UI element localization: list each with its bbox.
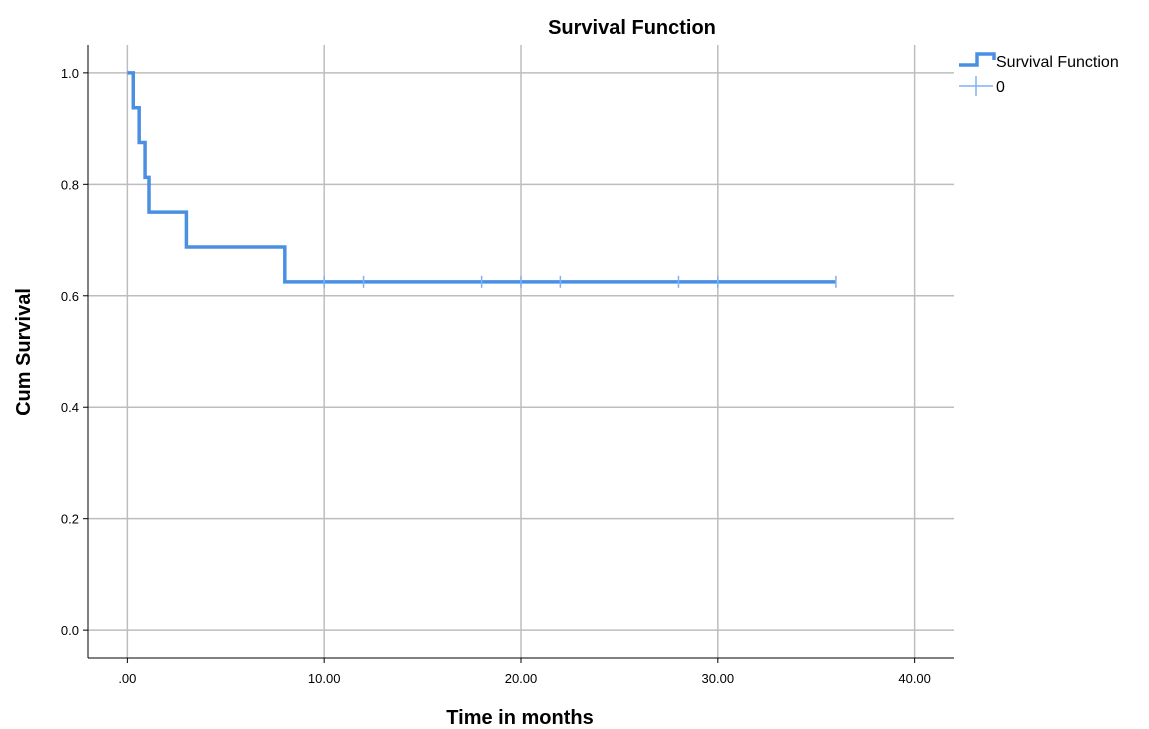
y-tick-label: 0.2 [61,512,79,527]
x-tick-label: 10.00 [308,671,341,686]
y-tick-label: 0.8 [61,177,79,192]
x-ticks: .00 10.00 20.00 30.00 40.00 [118,658,931,686]
x-tick-label: 20.00 [505,671,538,686]
y-tick-label: 0.4 [61,400,79,415]
x-tick-label: 30.00 [702,671,735,686]
legend-label-survival: Survival Function [996,54,1119,71]
chart-title: Survival Function [548,17,716,39]
x-axis-title: Time in months [446,707,593,729]
survival-function-line [127,71,836,284]
y-tick-label: 1.0 [61,66,79,81]
x-tick-label: .00 [118,671,136,686]
y-ticks: 0.0 0.2 0.4 0.6 0.8 1.0 [61,66,88,638]
censor-marks [323,275,837,288]
x-tick-label: 40.00 [898,671,931,686]
y-axis-title: Cum Survival [13,288,35,416]
legend: Survival Function 0 [959,52,1119,96]
legend-label-censored: 0 [996,79,1005,96]
y-tick-label: 0.6 [61,289,79,304]
y-tick-label: 0.0 [61,623,79,638]
legend-censor-icon [959,76,993,96]
legend-step-icon [959,52,996,67]
grid [88,45,954,658]
